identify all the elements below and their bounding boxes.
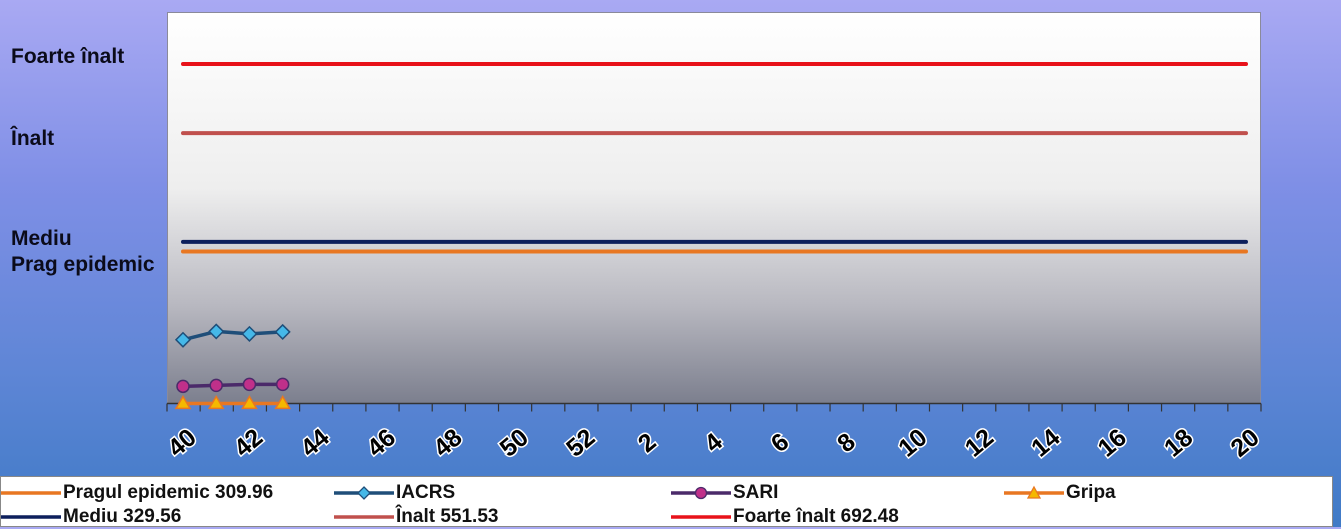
x-tick-label-50: 50 (495, 423, 534, 462)
legend-label-4: Mediu 329.56 (63, 506, 182, 527)
x-tick-label-12: 12 (960, 423, 999, 462)
legend-item-2: SARI (671, 481, 778, 505)
x-tick-label-8: 8 (832, 428, 861, 458)
legend-swatch-4 (1, 515, 61, 519)
series-1-point-1 (208, 323, 225, 340)
line-chart: 40 42 44 46 48 50 52 2 4 6 8 10 12 14 16 18 20 (161, 62, 1266, 464)
legend-item-5: Înalt 551.53 (334, 505, 498, 529)
legend-swatch-1 (334, 486, 394, 500)
series-2-point-2 (242, 377, 257, 392)
legend-swatch-3 (1004, 485, 1064, 499)
legend-item-1: IACRS (334, 481, 455, 505)
level-label-very-high: Foarte înalt (11, 45, 125, 68)
series-2-line (181, 382, 285, 389)
level-label-epidemic: Prag epidemic (11, 253, 155, 276)
legend-item-0: Pragul epidemic 309.96 (1, 481, 273, 505)
x-tick-label-48: 48 (428, 423, 467, 462)
legend-label-0: Pragul epidemic 309.96 (63, 482, 274, 503)
level-label-medium: Mediu (11, 227, 72, 250)
legend-label-1: IACRS (396, 482, 456, 503)
x-tick-label-42: 42 (229, 423, 268, 462)
x-tick-label-16: 16 (1093, 423, 1132, 462)
x-tick-label-40: 40 (162, 423, 201, 462)
series-3-point-1 (207, 395, 225, 410)
series-3-point-0 (174, 395, 192, 410)
level-label-high: Înalt (11, 127, 55, 150)
legend-swatch-5 (334, 515, 394, 519)
x-tick-label-4: 4 (699, 428, 728, 458)
x-tick-label-20: 20 (1225, 423, 1264, 462)
legend-label-6: Foarte înalt 692.48 (733, 506, 899, 527)
legend-item-4: Mediu 329.56 (1, 505, 181, 529)
series-3-point-3 (274, 395, 291, 410)
plot-area (167, 12, 1261, 404)
series-2-point-0 (176, 379, 190, 394)
x-tick-label-14: 14 (1026, 423, 1065, 462)
series-1-point-2 (241, 325, 258, 342)
series-1-line (181, 329, 285, 342)
legend-label-3: Gripa (1066, 482, 1116, 503)
x-tick-label-44: 44 (295, 423, 334, 462)
legend: Pragul epidemic 309.96 IACRS SARI Gripa Medi… (0, 476, 1333, 527)
x-tick-label-2: 2 (633, 428, 662, 458)
x-tick-label-18: 18 (1159, 423, 1198, 462)
x-tick-label-46: 46 (362, 423, 401, 462)
x-tick-label-52: 52 (561, 423, 600, 462)
legend-item-6: Foarte înalt 692.48 (671, 505, 899, 529)
series-2-point-3 (275, 377, 290, 392)
series-3-point-2 (241, 395, 258, 410)
legend-swatch-0 (1, 491, 61, 495)
series-1-point-0 (174, 331, 192, 348)
legend-swatch-6 (671, 515, 731, 519)
legend-swatch-2 (671, 486, 731, 500)
series-1-point-3 (274, 323, 291, 340)
x-tick-label-10: 10 (893, 423, 932, 462)
x-tick-label-6: 6 (766, 428, 795, 458)
legend-label-2: SARI (733, 482, 779, 503)
legend-item-3: Gripa (1004, 481, 1116, 505)
legend-label-5: Înalt 551.53 (396, 506, 499, 527)
series-2-point-1 (209, 378, 223, 393)
